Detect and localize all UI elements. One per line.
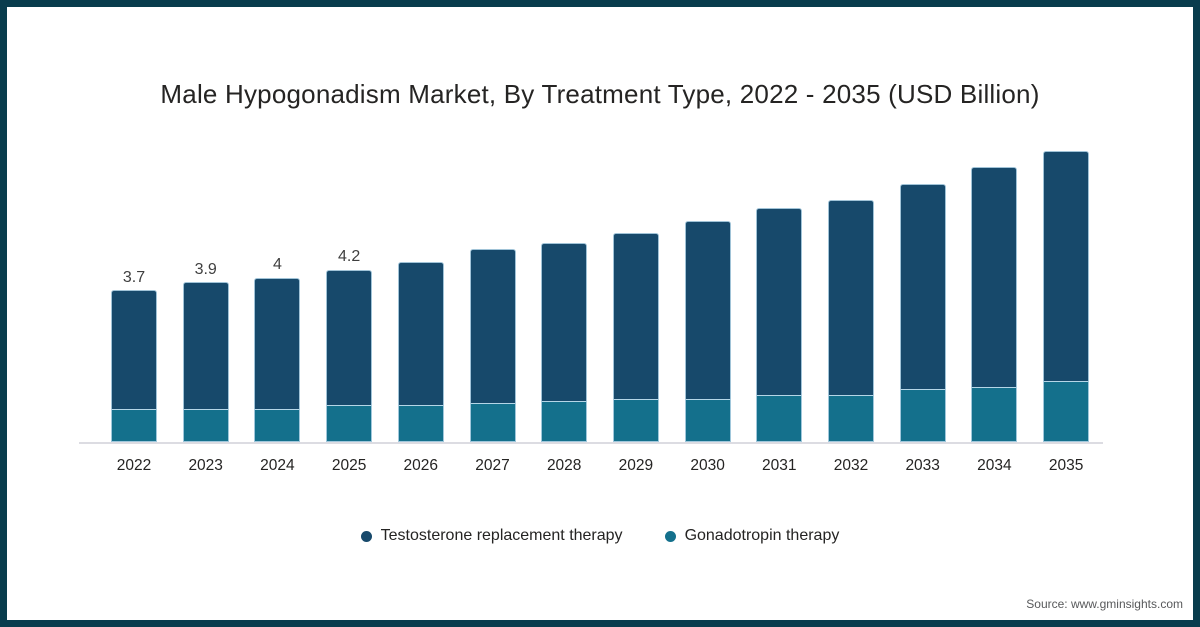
bar-2033[interactable] <box>899 183 946 442</box>
bar-2029[interactable] <box>612 232 659 442</box>
bar-segment-gonadotropin-2033 <box>899 388 946 442</box>
bar-segment-testosterone-2029 <box>612 232 659 399</box>
bar-value-label-2022: 3.7 <box>122 268 146 286</box>
bar-segment-gonadotropin-2035 <box>1043 380 1090 442</box>
bar-segment-testosterone-2028 <box>541 243 588 401</box>
legend-label-testosterone: Testosterone replacement therapy <box>380 527 623 544</box>
bar-2035[interactable] <box>1043 150 1090 442</box>
legend-item-gonadotropin[interactable]: Gonadotropin therapy <box>664 527 840 545</box>
bar-segment-gonadotropin-2026 <box>397 405 444 442</box>
bar-2031[interactable] <box>756 208 803 442</box>
bar-segment-testosterone-2032 <box>828 200 874 395</box>
bar-segment-gonadotropin-2027 <box>469 403 516 442</box>
bar-segment-gonadotropin-2031 <box>756 394 803 442</box>
x-axis-label-2028: 2028 <box>546 457 582 474</box>
bar-segment-testosterone-2034 <box>971 167 1018 387</box>
x-axis-label-2025: 2025 <box>331 457 367 474</box>
x-axis-label-2023: 2023 <box>188 457 223 474</box>
bar-segment-gonadotropin-2034 <box>971 386 1018 442</box>
bar-segment-gonadotropin-2022 <box>111 409 157 442</box>
x-axis-label-2031: 2031 <box>762 457 797 474</box>
bar-segment-gonadotropin-2023 <box>182 409 229 442</box>
bar-2027[interactable] <box>469 249 516 442</box>
bar-segment-gonadotropin-2030 <box>684 398 731 442</box>
x-axis-label-2034: 2034 <box>977 457 1012 474</box>
x-axis-label-2024: 2024 <box>260 457 295 474</box>
bar-segment-testosterone-2027 <box>469 249 516 404</box>
bar-2028[interactable] <box>541 243 588 442</box>
source-note: Source: www.gminsights.com <box>1026 597 1183 611</box>
x-axis-label-2026: 2026 <box>403 457 439 474</box>
bar-segment-testosterone-2025 <box>326 269 373 406</box>
legend-label-gonadotropin: Gonadotropin therapy <box>684 527 840 544</box>
bar-segment-gonadotropin-2028 <box>541 401 588 442</box>
bar-segment-gonadotropin-2025 <box>326 405 373 442</box>
chart-title: Male Hypogonadism Market, By Treatment T… <box>160 79 1040 109</box>
x-axis-label-2033: 2033 <box>905 457 940 474</box>
x-axis-label-2022: 2022 <box>116 457 152 474</box>
x-axis-label-2029: 2029 <box>618 457 654 474</box>
bar-segment-testosterone-2022 <box>111 290 157 410</box>
bar-value-label-2024: 4 <box>272 256 282 274</box>
x-axis-label-2032: 2032 <box>833 457 869 474</box>
bar-segment-gonadotropin-2032 <box>828 394 874 442</box>
legend: Testosterone replacement therapy Gonadot… <box>0 527 1200 545</box>
legend-dot-testosterone-icon <box>360 530 372 542</box>
bar-segment-testosterone-2026 <box>397 261 444 406</box>
bar-2025[interactable]: 4.2 <box>326 248 373 442</box>
x-axis-label-2035: 2035 <box>1048 457 1084 474</box>
bar-2030[interactable] <box>684 220 731 442</box>
bar-2024[interactable]: 4 <box>254 256 301 442</box>
bar-2032[interactable] <box>828 200 874 442</box>
bar-segment-gonadotropin-2029 <box>612 398 659 442</box>
bar-2023[interactable]: 3.9 <box>182 260 229 442</box>
x-axis-label-2027: 2027 <box>475 457 510 474</box>
bar-2034[interactable] <box>971 167 1018 442</box>
bar-segment-testosterone-2033 <box>899 183 946 389</box>
bar-value-label-2023: 3.9 <box>194 260 217 278</box>
bar-segment-testosterone-2035 <box>1043 150 1090 381</box>
bar-segment-gonadotropin-2024 <box>254 409 301 442</box>
bar-value-label-2025: 4.2 <box>337 248 361 266</box>
bar-segment-testosterone-2030 <box>684 220 731 399</box>
legend-dot-gonadotropin-icon <box>664 530 676 542</box>
x-axis-line <box>79 442 1103 444</box>
bar-2026[interactable] <box>397 261 444 442</box>
bar-segment-testosterone-2023 <box>182 282 229 410</box>
x-axis-label-2030: 2030 <box>690 457 725 474</box>
bar-segment-testosterone-2024 <box>254 278 301 410</box>
bar-segment-testosterone-2031 <box>756 208 803 395</box>
legend-item-testosterone[interactable]: Testosterone replacement therapy <box>360 527 623 545</box>
bar-2022[interactable]: 3.7 <box>111 269 157 442</box>
